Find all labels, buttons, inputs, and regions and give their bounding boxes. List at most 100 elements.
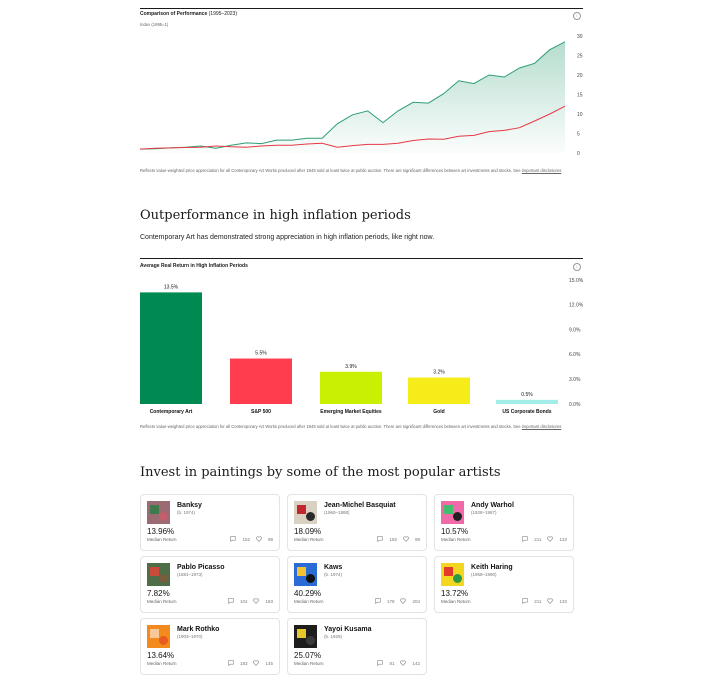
- artists-heading: Invest in paintings by some of the most …: [140, 465, 501, 480]
- performance-chart: 0 5 10 15 20 25 30: [139, 34, 583, 157]
- card-stats: 192 99: [377, 536, 420, 542]
- chart1-ytick: 10: [577, 112, 583, 118]
- artist-card[interactable]: Keith Haring (1958–1990) 13.72% Median Retu…: [434, 556, 574, 613]
- chart2-category-label: US Corporate Bonds: [502, 409, 551, 415]
- artwork-thumbnail[interactable]: [441, 563, 464, 586]
- chart2-title: Average Real Return in High Inflation Pe…: [140, 263, 248, 269]
- like-count: 99: [414, 536, 420, 542]
- artist-card[interactable]: Mark Rothko (1903–1970) 13.64% Median Retur…: [140, 618, 280, 675]
- comment-count: 211: [534, 536, 542, 542]
- comment-icon[interactable]: [377, 536, 384, 542]
- chart1-info-icon[interactable]: i: [573, 12, 581, 20]
- median-return-label: Median Return: [147, 537, 177, 542]
- heart-icon[interactable]: [253, 598, 260, 604]
- artist-name[interactable]: Banksy: [177, 502, 202, 509]
- like-count: 132: [559, 598, 567, 604]
- chart2-ytick: 9.0%: [569, 327, 581, 333]
- artwork-thumbnail[interactable]: [441, 501, 464, 524]
- artist-name[interactable]: Kaws: [324, 564, 343, 571]
- median-return-label: Median Return: [294, 537, 324, 542]
- inflation-subtitle: Contemporary Art has demonstrated strong…: [140, 234, 435, 241]
- artist-name[interactable]: Andy Warhol: [471, 502, 514, 509]
- comment-icon[interactable]: [375, 598, 381, 604]
- chart2-bar-value-label: 13.5%: [164, 284, 179, 290]
- artwork-thumbnail[interactable]: [147, 563, 170, 586]
- median-return-value: 18.09%: [294, 527, 322, 536]
- chart1-ytick: 30: [577, 34, 583, 40]
- chart2-bar: [140, 292, 202, 404]
- heart-icon[interactable]: [256, 536, 262, 542]
- chart2-ytick: 15.0%: [569, 278, 584, 284]
- chart1-line-series-2: [139, 105, 566, 150]
- heart-icon[interactable]: [547, 536, 554, 542]
- chart2-bar: [496, 399, 558, 404]
- chart1-ytick: 0: [577, 151, 580, 157]
- heart-icon[interactable]: [403, 536, 409, 542]
- chart2-ytick: 0.0%: [569, 402, 581, 408]
- chart1-ytick: 15: [577, 92, 583, 98]
- chart1-title: Comparison of Performance (1995–2023): [140, 11, 237, 17]
- artist-card[interactable]: Yayoi Kusama (b. 1929) 25.07% Median Return…: [287, 618, 427, 675]
- heart-icon[interactable]: [400, 598, 407, 604]
- comment-icon[interactable]: [228, 660, 234, 666]
- median-return-value: 13.96%: [147, 527, 175, 536]
- chart2-bar-value-label: 5.5%: [255, 351, 267, 357]
- card-stats: 81 142: [377, 660, 420, 666]
- median-return-value: 13.64%: [147, 651, 175, 660]
- chart2-bar-value-label: 3.9%: [345, 364, 357, 370]
- artist-name[interactable]: Yayoi Kusama: [324, 626, 372, 633]
- like-count: 99: [267, 536, 273, 542]
- comment-icon[interactable]: [377, 660, 384, 666]
- artwork-thumbnail[interactable]: [147, 625, 170, 648]
- chart2-disclosures-link[interactable]: important disclosures: [521, 424, 562, 429]
- artist-card[interactable]: Jean-Michel Basquiat (1960–1988) 18.09% Med…: [287, 494, 427, 551]
- chart1-ytick: 20: [577, 73, 583, 79]
- artwork-thumbnail[interactable]: [147, 501, 170, 524]
- artist-card[interactable]: Kaws (b. 1974) 40.29% Median Return 178 204: [287, 556, 427, 613]
- like-count: 183: [265, 598, 273, 604]
- artwork-thumbnail[interactable]: [294, 563, 317, 586]
- artist-years: (1903–1970): [177, 634, 203, 639]
- artist-card[interactable]: Andy Warhol (1928–1987) 10.57% Median Retur…: [434, 494, 574, 551]
- artist-name[interactable]: Keith Haring: [471, 564, 513, 571]
- chart2-category-label: Emerging Market Equities: [320, 409, 382, 415]
- artist-card[interactable]: Pablo Picasso (1881–1973) 7.82% Median Retu…: [140, 556, 280, 613]
- artwork-thumbnail[interactable]: [294, 625, 317, 648]
- comment-icon[interactable]: [228, 598, 234, 604]
- card-stats: 211 132: [522, 598, 567, 604]
- artist-name[interactable]: Jean-Michel Basquiat: [324, 502, 396, 509]
- chart2-info-icon[interactable]: i: [573, 263, 581, 271]
- chart2-category-label: S&P 500: [251, 409, 271, 415]
- chart1-ytick: 25: [577, 53, 583, 59]
- artwork-thumbnail[interactable]: [294, 501, 317, 524]
- chart2-bar-value-label: 0.5%: [521, 392, 533, 398]
- artist-name[interactable]: Mark Rothko: [177, 626, 220, 633]
- chart2-top-rule: [140, 258, 583, 259]
- comment-icon[interactable]: [230, 536, 237, 542]
- median-return-value: 7.82%: [147, 589, 170, 598]
- card-stats: 104 183: [228, 598, 273, 604]
- like-count: 204: [412, 598, 420, 604]
- chart2-ytick: 12.0%: [569, 303, 584, 309]
- median-return-value: 40.29%: [294, 589, 322, 598]
- median-return-value: 10.57%: [441, 527, 469, 536]
- median-return-label: Median Return: [441, 599, 471, 604]
- heart-icon[interactable]: [547, 598, 554, 604]
- chart1-disclosures-link[interactable]: important disclosures: [521, 168, 562, 173]
- heart-icon[interactable]: [400, 660, 407, 666]
- heart-icon[interactable]: [253, 660, 260, 666]
- comment-icon[interactable]: [522, 536, 528, 542]
- artist-card[interactable]: Banksy (b. 1974) 13.96% Median Return 152 99: [140, 494, 280, 551]
- artist-years: (1928–1987): [471, 510, 497, 515]
- chart2-footnote: Reflects value-weighted price appreciati…: [140, 424, 562, 429]
- median-return-label: Median Return: [147, 661, 177, 666]
- comment-icon[interactable]: [522, 598, 528, 604]
- artist-name[interactable]: Pablo Picasso: [177, 564, 225, 571]
- median-return-value: 13.72%: [441, 589, 469, 598]
- inflation-heading: Outperformance in high inflation periods: [140, 208, 411, 223]
- median-return-label: Median Return: [294, 599, 324, 604]
- chart1-line-series-1: [139, 41, 566, 150]
- artist-years: (b. 1974): [177, 510, 196, 515]
- chart1-footnote: Reflects value-weighted price appreciati…: [140, 168, 562, 173]
- chart2-ytick: 3.0%: [569, 377, 581, 383]
